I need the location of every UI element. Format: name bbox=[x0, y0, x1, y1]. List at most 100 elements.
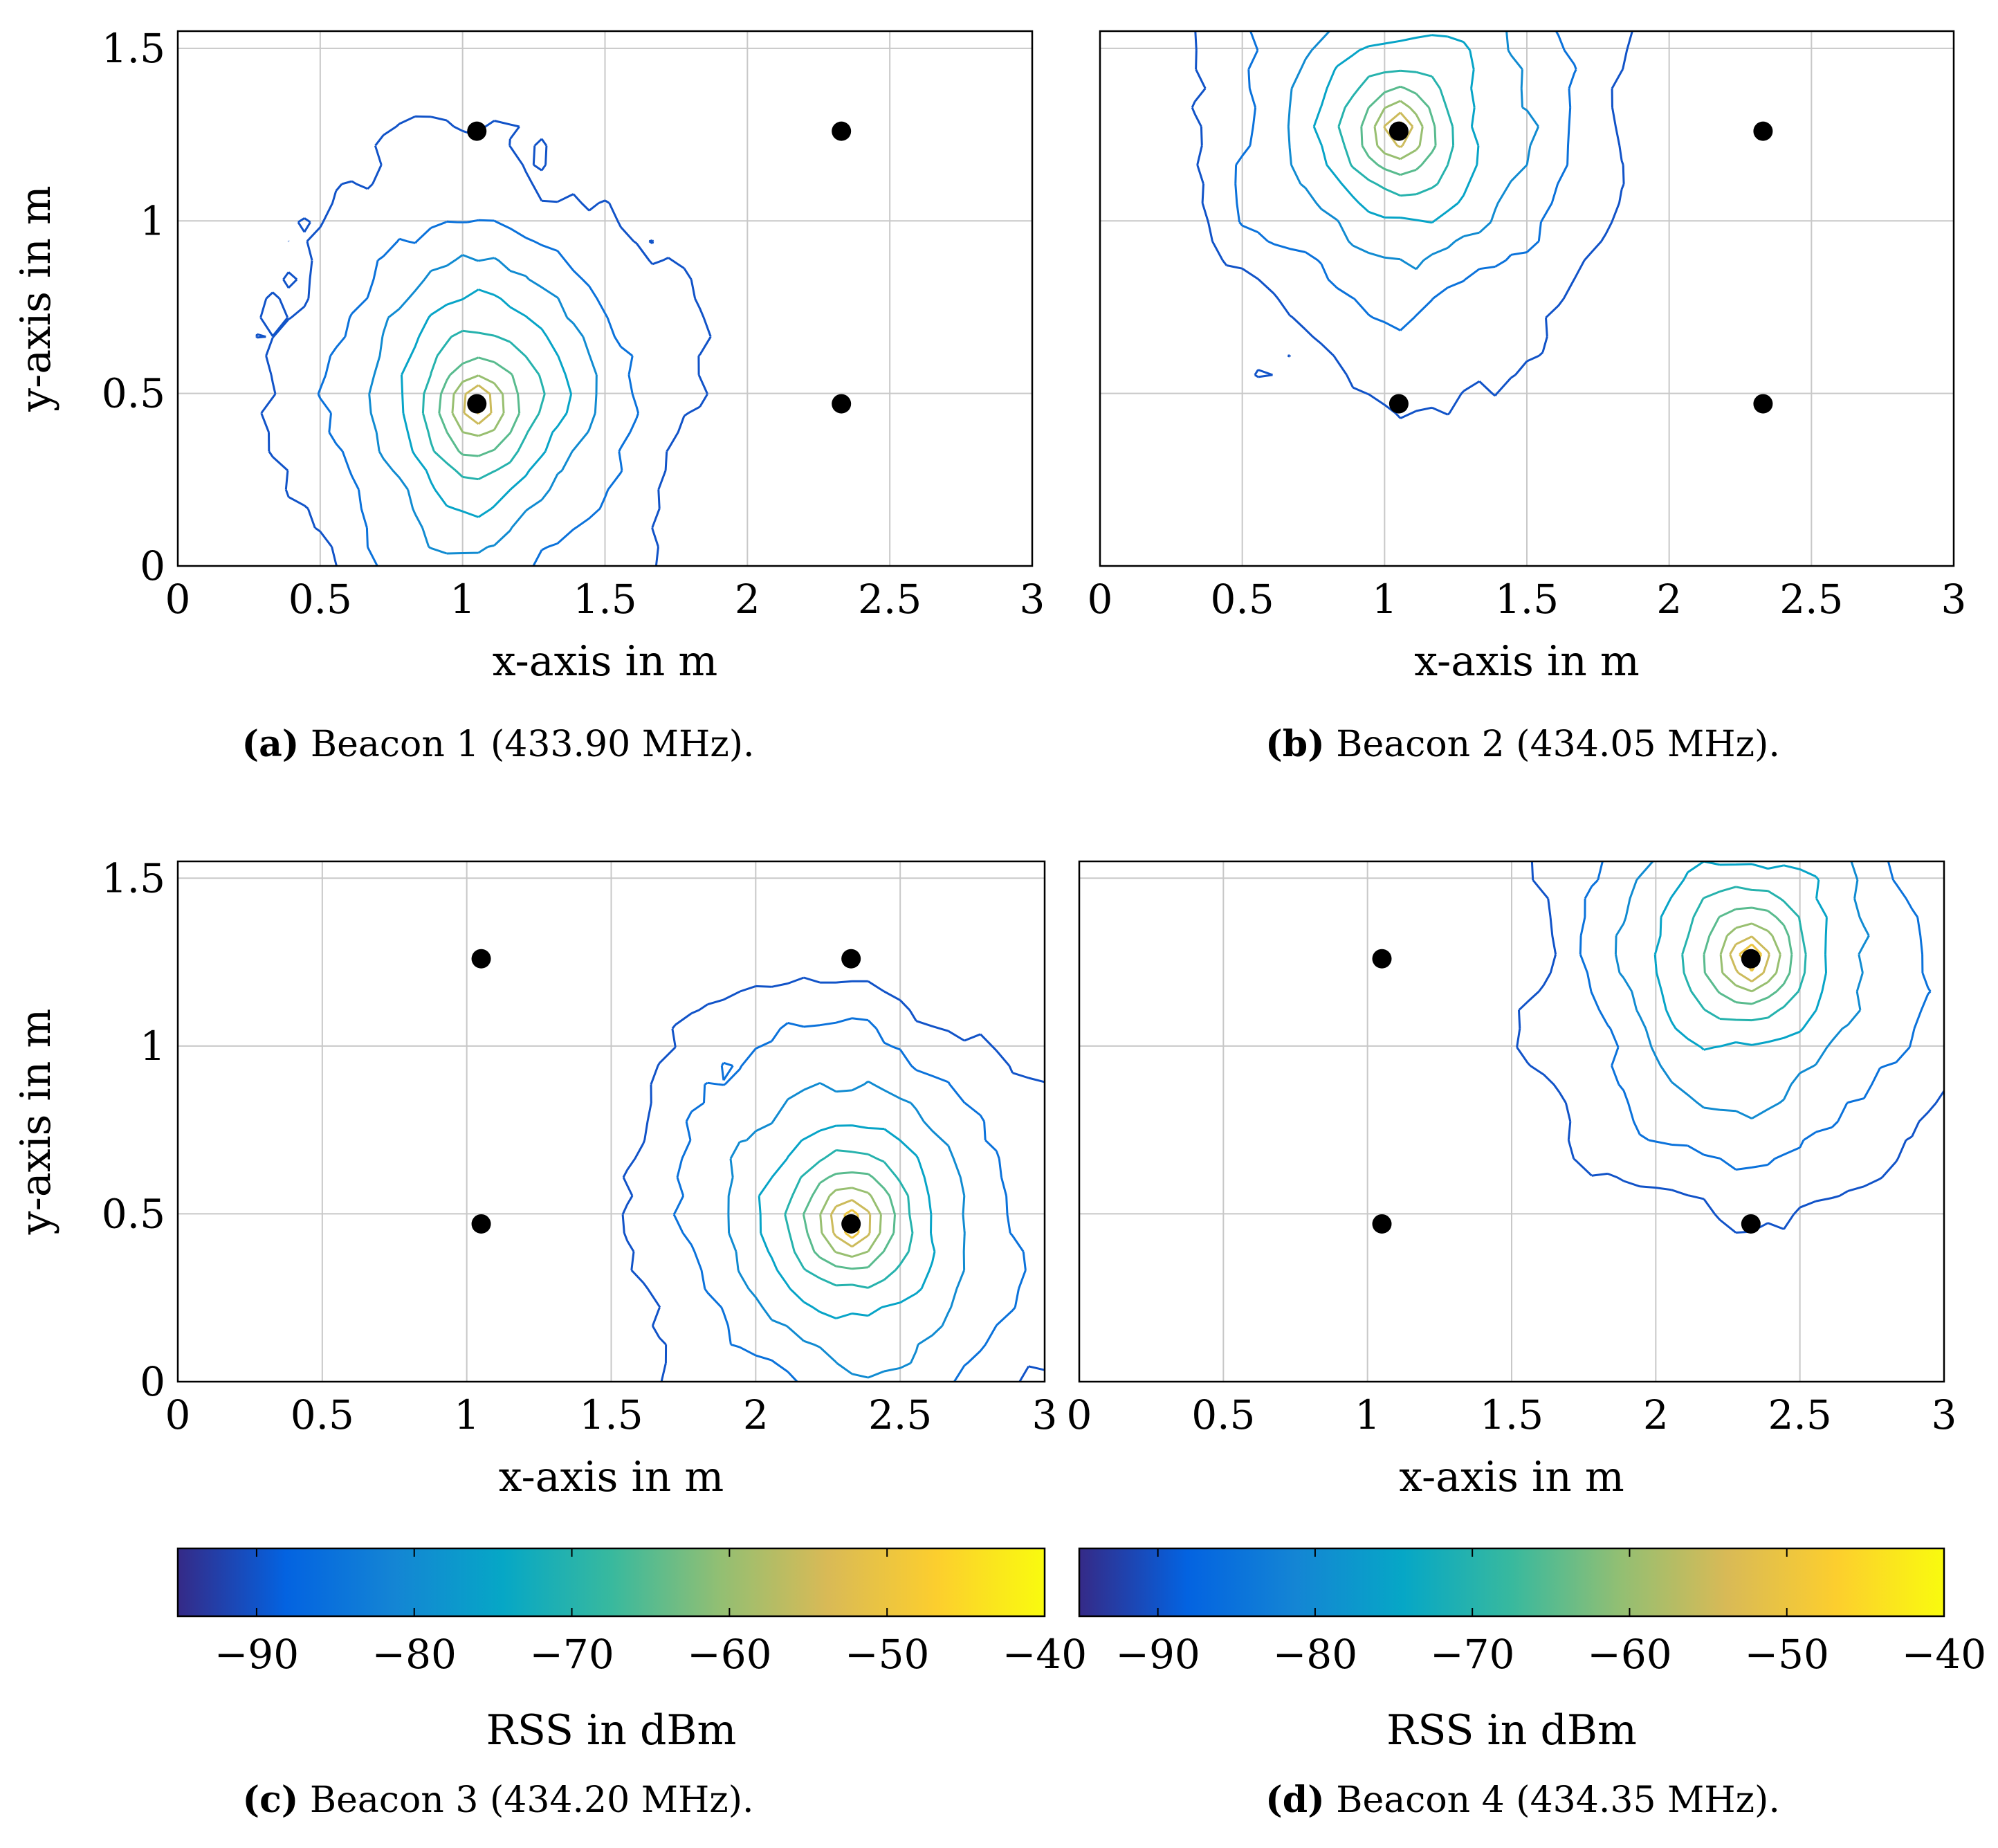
beacon-marker bbox=[1372, 949, 1392, 969]
x-axis-label: x-axis in m bbox=[1399, 1453, 1624, 1501]
contour-level bbox=[1191, 31, 1633, 419]
contour-level bbox=[1719, 922, 1781, 993]
y-tick-label: 1 bbox=[140, 197, 165, 244]
caption-label: (d) bbox=[1265, 1779, 1325, 1821]
x-tick-label: 1.5 bbox=[1480, 1391, 1543, 1438]
x-tick-label: 1.5 bbox=[573, 576, 636, 623]
contour-level bbox=[621, 976, 1045, 1382]
x-tick-label: 1 bbox=[450, 576, 475, 623]
colorbar-c: −90 −80 −70 −60 −50 −40 RSS in dBm bbox=[176, 1547, 1087, 1755]
x-tick-label: 3 bbox=[1941, 576, 1967, 623]
colorbar-d: −90 −80 −70 −60 −50 −40 RSS in dBm bbox=[1078, 1547, 1986, 1755]
beacon-marker bbox=[471, 1214, 491, 1234]
x-tick-label: 2.5 bbox=[858, 576, 922, 623]
x-tick-label: 0.5 bbox=[1191, 1391, 1255, 1438]
contour-level bbox=[1653, 861, 1828, 1051]
axes-frame bbox=[1078, 860, 1945, 1383]
caption-text: Beacon 1 (433.90 MHz). bbox=[311, 724, 755, 765]
contour-level bbox=[421, 329, 546, 481]
x-tick-label: 0.5 bbox=[291, 1391, 354, 1438]
y-tick-label: 0.5 bbox=[102, 1190, 165, 1237]
x-tick-label: 1 bbox=[454, 1391, 479, 1438]
caption-space bbox=[1325, 1780, 1337, 1821]
colorbar-label: RSS in dBm bbox=[1386, 1706, 1637, 1755]
contour-level bbox=[1729, 935, 1770, 982]
x-tick-label: 1 bbox=[1372, 576, 1397, 623]
beacon-marker bbox=[1753, 121, 1773, 141]
contour-level bbox=[1681, 886, 1807, 1022]
beacon-marker bbox=[832, 121, 852, 141]
x-tick-label: 0 bbox=[1088, 576, 1113, 623]
colorbar-tick-label: −90 bbox=[1115, 1631, 1200, 1678]
contour-lines-a bbox=[255, 115, 712, 566]
caption-text: Beacon 2 (434.05 MHz). bbox=[1336, 724, 1780, 765]
x-tick-label: 2.5 bbox=[1779, 576, 1843, 623]
caption-a: (a) Beacon 1 (433.90 MHz). bbox=[241, 723, 754, 765]
panel-a: 0 0.5 1 1.5 2 2.5 3 0 0.5 1 1.5 y-axis in m x-axis i… bbox=[12, 25, 1045, 765]
beacon-marker bbox=[467, 121, 487, 141]
x-tick-label: 2.5 bbox=[868, 1391, 932, 1438]
axes-frame bbox=[1099, 30, 1955, 567]
contour-level bbox=[784, 1149, 914, 1289]
colorbar-tick-label: −80 bbox=[1273, 1631, 1357, 1678]
contour-level bbox=[476, 405, 481, 415]
beacon-marker bbox=[471, 949, 491, 969]
panel-c: 0 0.5 1 1.5 2 2.5 3 0 0.5 1 1.5 y-axis in m x-axis i… bbox=[12, 854, 1087, 1821]
contour-level bbox=[819, 1187, 882, 1258]
contour-level bbox=[672, 1017, 1027, 1382]
colorbar-tick-label: −40 bbox=[1002, 1631, 1087, 1678]
contour-level bbox=[727, 1080, 966, 1379]
caption-b: (b) Beacon 2 (434.05 MHz). bbox=[1265, 723, 1780, 765]
contour-level bbox=[1360, 85, 1437, 176]
colorbar-tick-label: −70 bbox=[1430, 1631, 1514, 1678]
colorbar-tick-label: −50 bbox=[845, 1631, 929, 1678]
colorbar-label: RSS in dBm bbox=[486, 1706, 737, 1755]
colorbar-tick-label: −90 bbox=[214, 1631, 299, 1678]
x-tick-label: 3 bbox=[1932, 1391, 1957, 1438]
x-tick-label: 2 bbox=[735, 576, 760, 623]
y-tick-label: 1 bbox=[140, 1023, 165, 1070]
contour-lines-c bbox=[621, 976, 1045, 1382]
beacon-markers-a bbox=[467, 121, 852, 414]
beacon-marker bbox=[467, 394, 487, 414]
colorbar-tick-label: −80 bbox=[372, 1631, 457, 1678]
caption-space bbox=[1325, 724, 1337, 765]
contour-level bbox=[451, 374, 505, 437]
caption-label: (b) bbox=[1265, 723, 1325, 765]
beacon-marker bbox=[1741, 949, 1761, 969]
panel-b: 0 0.5 1 1.5 2 2.5 3 x-axis in m (b) Beacon 2 (43… bbox=[1088, 30, 1967, 765]
caption-text: Beacon 4 (434.35 MHz). bbox=[1336, 1780, 1780, 1821]
y-tick-label: 1.5 bbox=[102, 25, 165, 72]
contour-level bbox=[317, 219, 640, 566]
x-tick-label: 0 bbox=[1067, 1391, 1092, 1438]
x-tick-label: 0.5 bbox=[288, 576, 352, 623]
contour-lines-b bbox=[1191, 31, 1633, 419]
caption-label: (a) bbox=[241, 723, 299, 765]
x-axis-label: x-axis in m bbox=[1414, 637, 1640, 686]
y-tick-label: 0 bbox=[140, 542, 165, 589]
caption-space bbox=[298, 1780, 310, 1821]
y-tick-label: 0.5 bbox=[102, 370, 165, 417]
contour-level bbox=[1703, 906, 1793, 1005]
caption-c: (c) Beacon 3 (434.20 MHz). bbox=[242, 1779, 753, 1821]
y-axis-label: y-axis in m bbox=[12, 185, 60, 412]
y-axis-label: y-axis in m bbox=[12, 1009, 60, 1236]
contour-level bbox=[438, 356, 521, 457]
x-axis-label: x-axis in m bbox=[493, 637, 718, 686]
x-tick-label: 2.5 bbox=[1768, 1391, 1832, 1438]
x-tick-label: 3 bbox=[1032, 1391, 1058, 1438]
beacon-marker bbox=[832, 394, 852, 414]
contour-level bbox=[1287, 31, 1540, 271]
contour-lines-d bbox=[1516, 861, 1944, 1234]
beacon-marker bbox=[841, 949, 861, 969]
x-tick-label: 0 bbox=[165, 576, 191, 623]
caption-label: (c) bbox=[242, 1779, 298, 1821]
contour-level bbox=[1312, 34, 1480, 224]
beacon-marker bbox=[841, 1214, 861, 1234]
colorbar-tick-label: −60 bbox=[687, 1631, 771, 1678]
x-tick-label: 2 bbox=[1656, 576, 1682, 623]
y-tick-label: 1.5 bbox=[102, 854, 165, 902]
x-tick-label: 1.5 bbox=[579, 1391, 643, 1438]
